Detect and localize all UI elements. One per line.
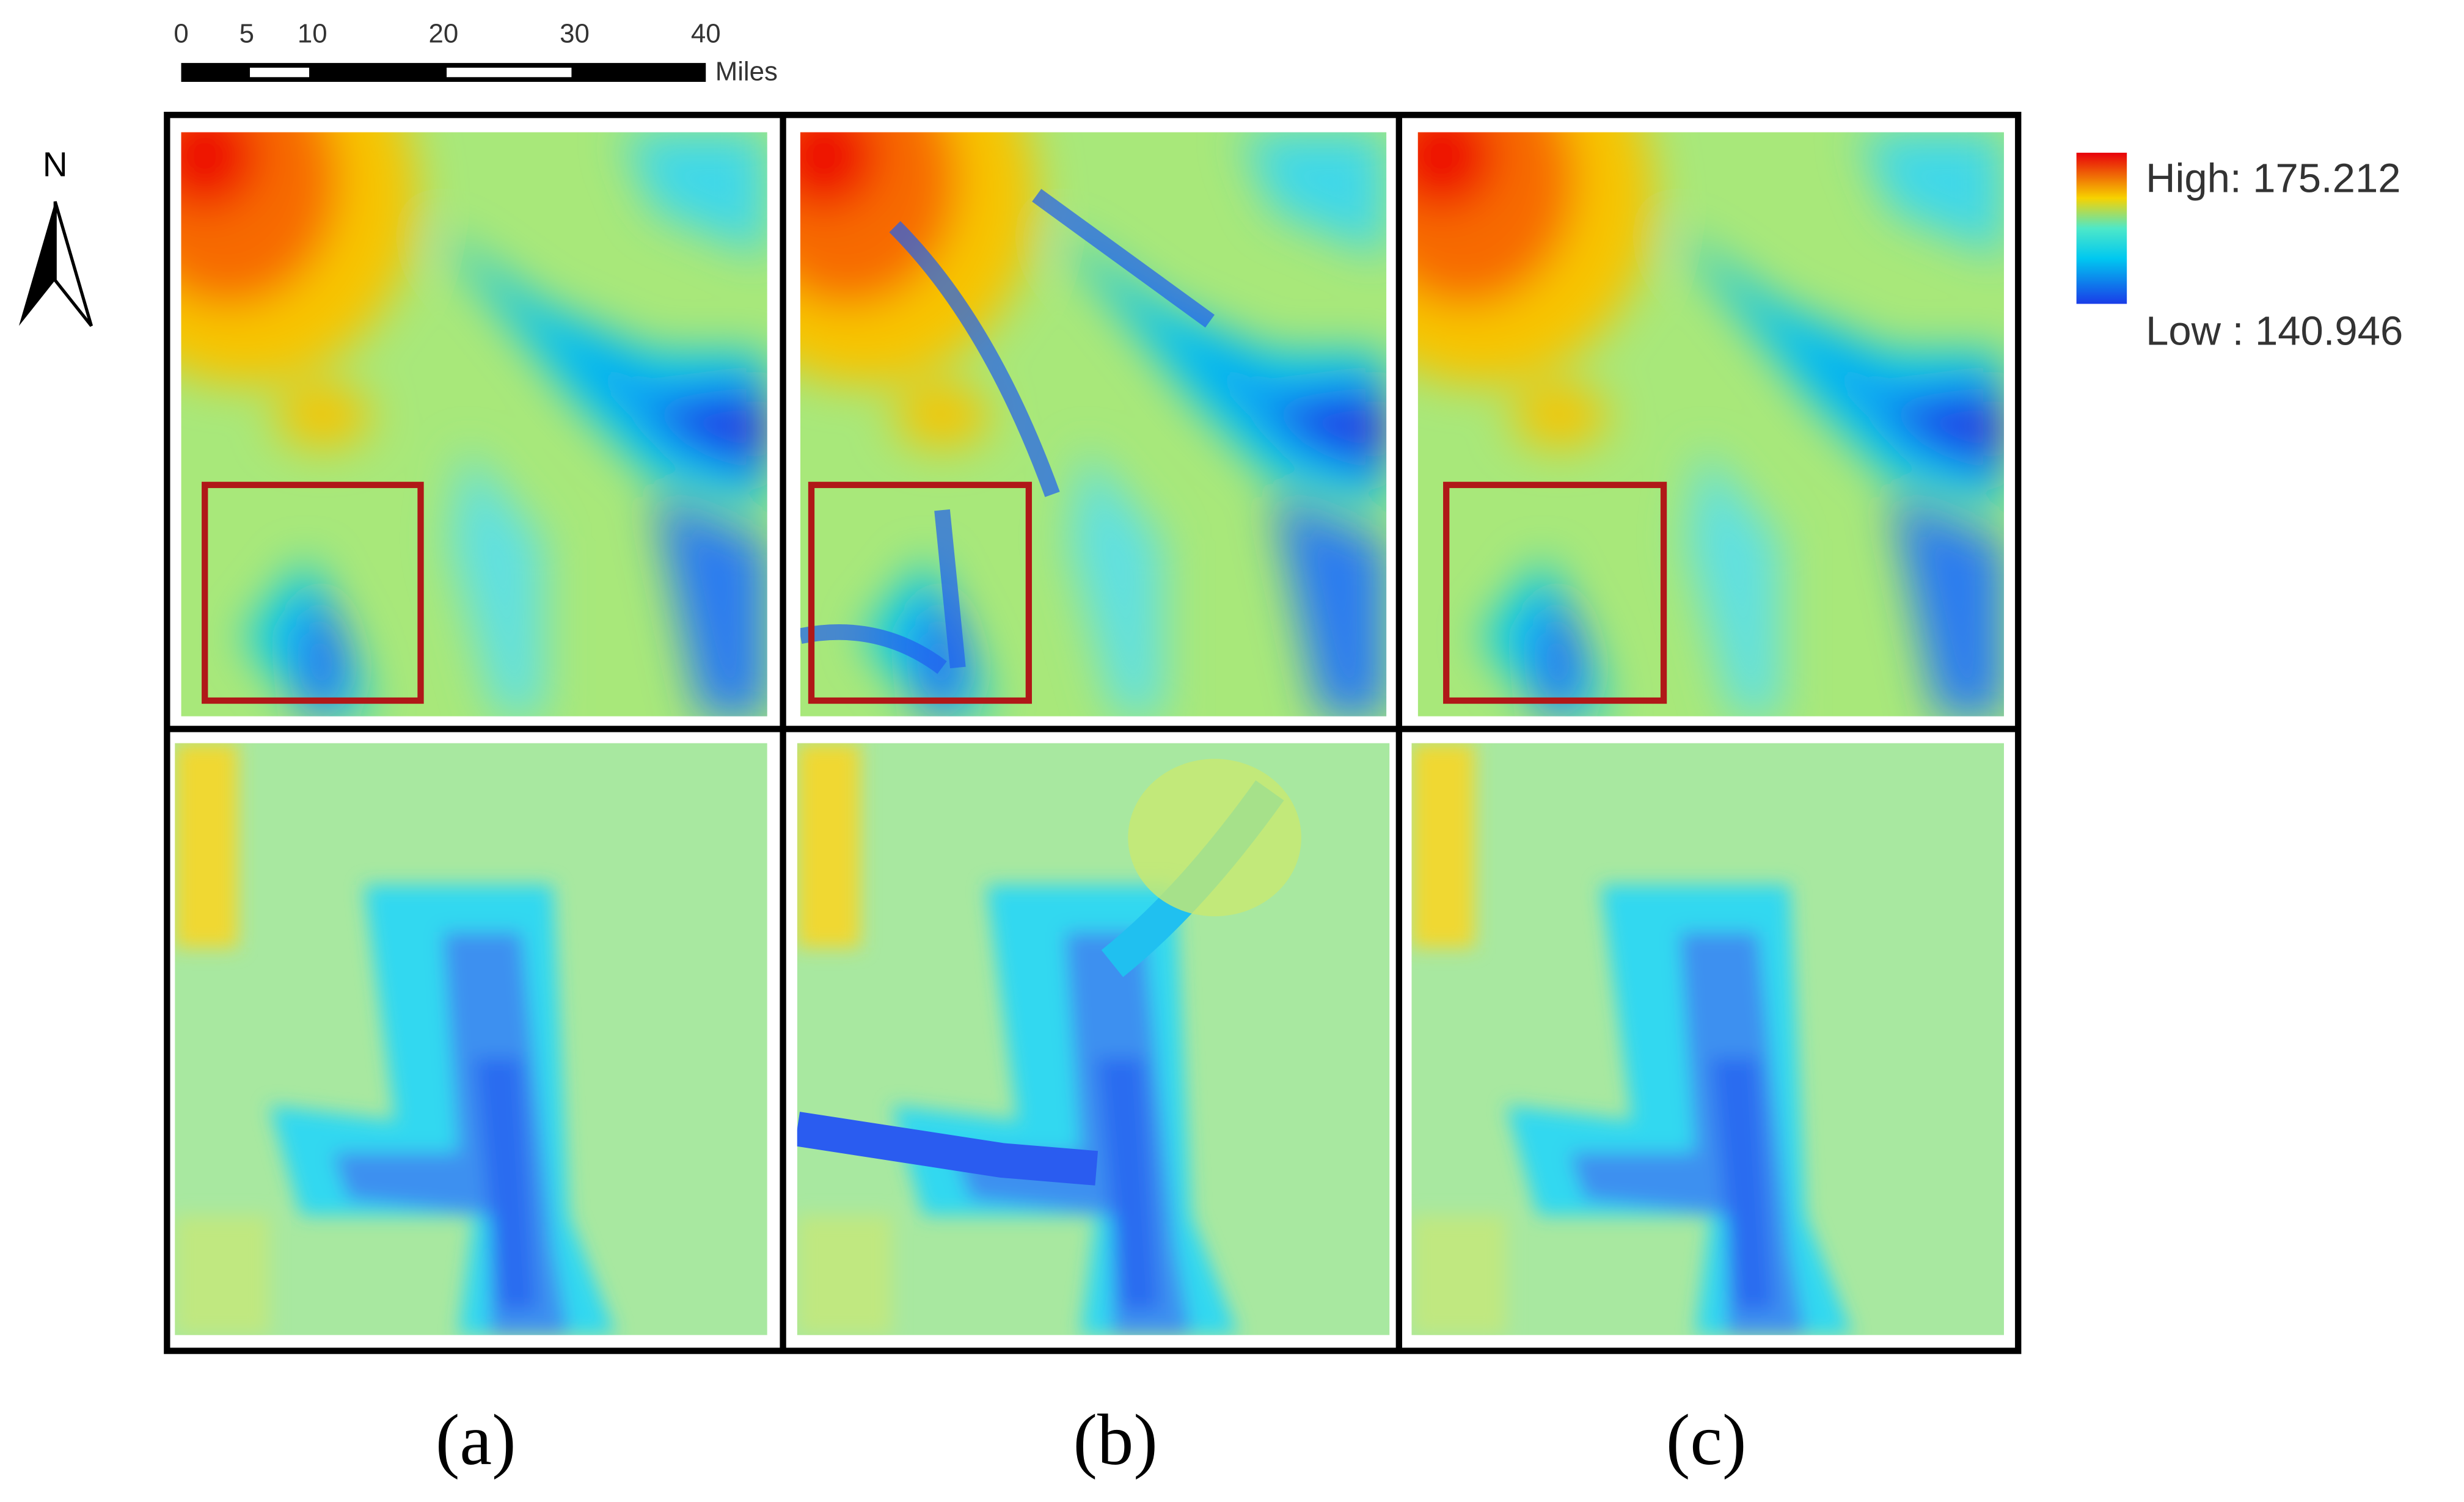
panel-grid [164, 6, 2022, 1354]
legend-colorbar [2076, 153, 2127, 304]
panel-label: (a) [436, 1399, 516, 1480]
scale-unit: Miles [715, 56, 778, 86]
zoom-a [175, 743, 767, 1335]
zoom-b [797, 743, 1390, 1335]
scale-segment [447, 67, 572, 78]
zoom-c [1411, 743, 2004, 1335]
legend-low: Low : 140.946 [2146, 308, 2403, 354]
panel-label: (c) [1666, 1399, 1747, 1480]
panel-label: (b) [1073, 1399, 1158, 1480]
scale-tick-label: 10 [298, 19, 327, 49]
legend-high: High: 175.212 [2146, 155, 2400, 201]
scale-bar: 0 5 10 20 30 40 Miles [174, 19, 778, 87]
scale-tick-label: 40 [691, 19, 721, 49]
scale-tick-label: 20 [429, 19, 459, 49]
scale-tick-label: 30 [560, 19, 590, 49]
scale-tick-label: 0 [174, 19, 188, 49]
north-arrow [18, 201, 93, 327]
north-label: N [43, 146, 68, 184]
scale-tick-label: 5 [239, 19, 254, 49]
zoom-box [1443, 481, 1667, 704]
map-b [800, 6, 1386, 716]
zoom-box [808, 481, 1033, 704]
zoom-box [202, 481, 424, 704]
scale-segment [250, 67, 310, 78]
